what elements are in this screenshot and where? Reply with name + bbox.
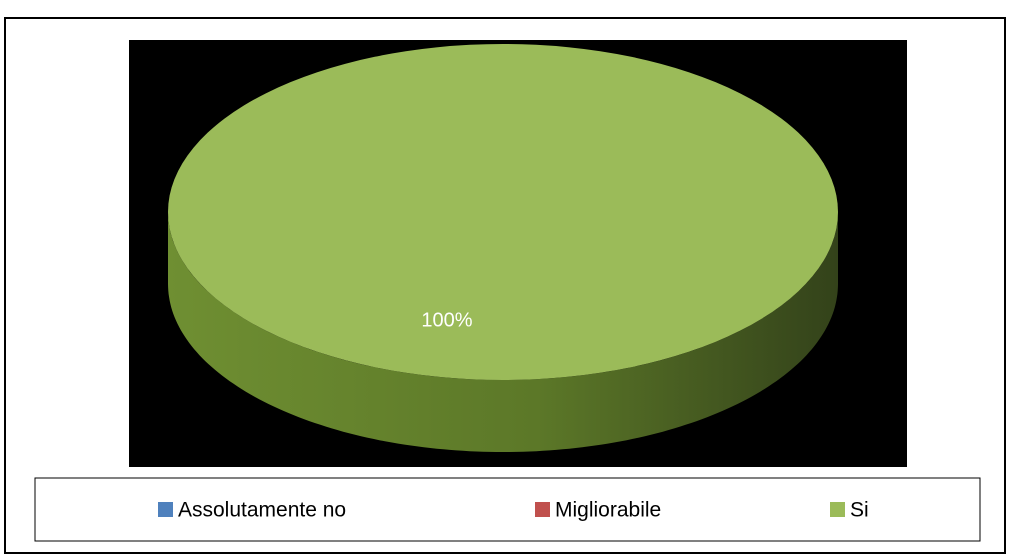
legend-swatch bbox=[830, 502, 845, 517]
legend-label: Migliorabile bbox=[555, 499, 661, 522]
slice-side bbox=[168, 212, 838, 452]
legend-swatch bbox=[158, 502, 173, 517]
legend-label: Si bbox=[850, 499, 869, 522]
legend-box bbox=[34, 477, 981, 542]
data-label: 100% bbox=[421, 309, 472, 331]
slice bbox=[168, 44, 838, 380]
legend: Assolutamente no Migliorabile Si bbox=[158, 499, 869, 522]
pie: 100% bbox=[168, 44, 838, 452]
legend-swatch bbox=[535, 502, 550, 517]
legend-label: Assolutamente no bbox=[178, 499, 346, 522]
